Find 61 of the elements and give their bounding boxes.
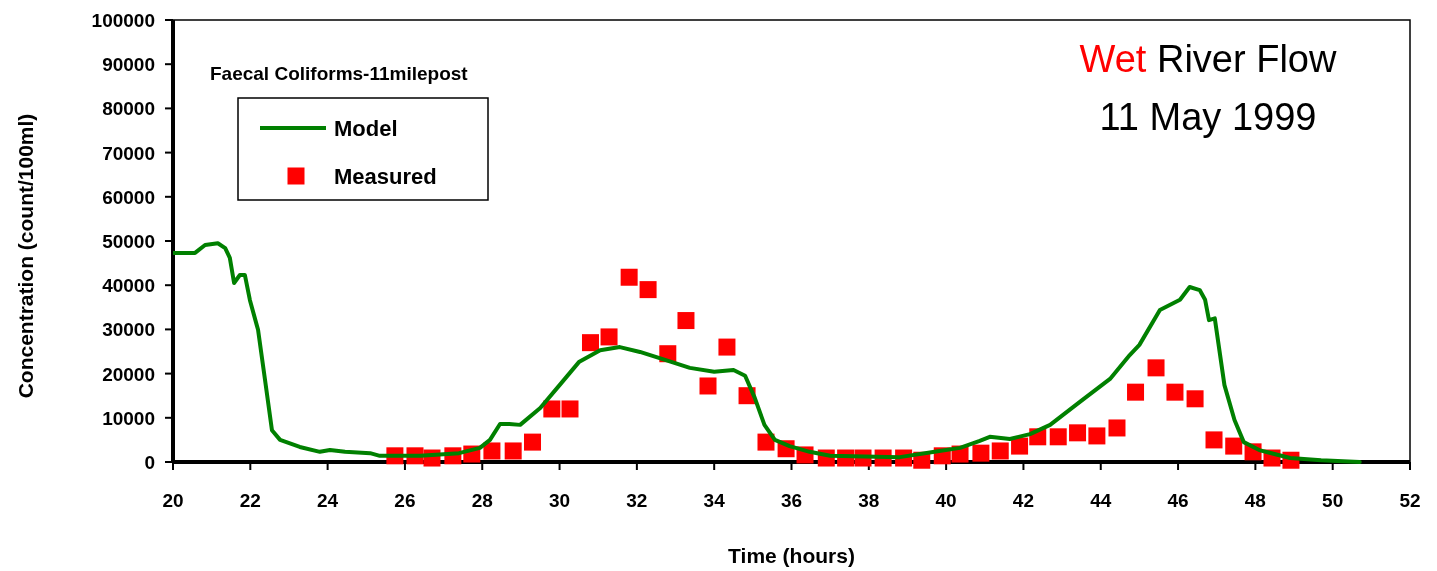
point (524, 433, 541, 451)
y-tick-label: 10000 (102, 407, 155, 429)
legend-label: Measured (334, 164, 437, 189)
point (483, 442, 501, 460)
y-tick-label: 100000 (91, 10, 155, 31)
point (972, 444, 990, 462)
point (1069, 424, 1087, 442)
point (991, 442, 1009, 460)
x-tick-label: 36 (780, 490, 803, 511)
point (718, 338, 736, 356)
x-tick-label: 24 (317, 490, 339, 511)
x-tick-label: 44 (1090, 490, 1112, 511)
point (600, 328, 618, 346)
point (620, 268, 638, 286)
x-tick-label: 42 (1012, 490, 1035, 511)
point (1147, 359, 1165, 377)
x-tick-label: 52 (1399, 490, 1421, 511)
x-tick-label: 46 (1167, 490, 1189, 511)
point (1088, 427, 1106, 445)
point (504, 442, 522, 460)
y-tick-label: 70000 (102, 142, 155, 164)
y-tick-label: 50000 (102, 231, 155, 252)
x-tick-label: 50 (1322, 490, 1344, 511)
text: Faecal Coliforms-11milepost (210, 63, 469, 84)
y-axis-title: Concentration (count/100ml) (14, 113, 37, 399)
x-tick-label: 40 (935, 490, 957, 511)
point (1225, 437, 1243, 455)
point (1011, 437, 1029, 455)
y-tick-label: 90000 (102, 54, 155, 76)
x-tick-label: 28 (471, 490, 493, 511)
y-tick-label: 0 (144, 452, 155, 473)
point (677, 312, 695, 330)
y-tick-label: 40000 (102, 275, 155, 297)
x-tick-label: 32 (626, 490, 648, 511)
point (639, 281, 657, 299)
annotation: 11 May 1999 (1099, 96, 1317, 138)
x-tick-label: 26 (394, 490, 416, 511)
y-tick-label: 80000 (102, 98, 155, 120)
x-tick-label: 20 (162, 490, 184, 511)
point (1166, 383, 1184, 401)
y-tick-label: 20000 (102, 363, 155, 385)
point (1127, 383, 1145, 401)
point (1186, 390, 1204, 408)
point (561, 400, 579, 418)
annotation: Wet River Flow (1079, 38, 1337, 80)
point (699, 377, 717, 395)
point (543, 400, 561, 418)
legend-label: Model (334, 116, 398, 141)
point (1049, 428, 1067, 446)
point (581, 334, 599, 352)
x-tick-label: 30 (548, 490, 571, 511)
x-tick-label: 34 (703, 490, 726, 511)
x-axis-title: Time (hours) (728, 544, 855, 567)
y-tick-label: 30000 (102, 319, 155, 341)
y-tick-label: 60000 (102, 186, 155, 208)
point (757, 433, 775, 451)
point (1108, 419, 1126, 437)
x-tick-label: 22 (239, 490, 261, 511)
x-tick-label: 38 (858, 490, 880, 511)
point (1205, 431, 1223, 449)
x-tick-label: 48 (1244, 490, 1266, 511)
